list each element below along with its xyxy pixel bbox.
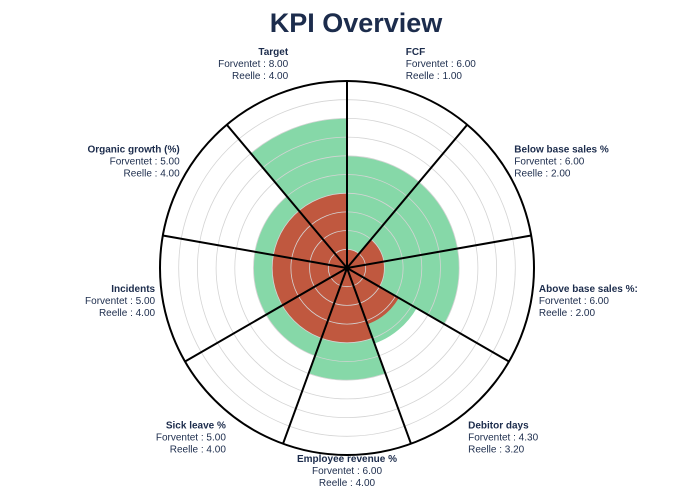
expected-value: Forventet : 5.00 (110, 157, 180, 168)
spoke (162, 234, 348, 269)
expected-value: Forventet : 6.00 (406, 59, 476, 70)
actual-value: Reelle : 1.00 (406, 71, 463, 82)
category-name: Employee revenue % (297, 454, 397, 465)
category-name: FCF (406, 47, 425, 58)
wedge-actual-above-base-sales (347, 261, 385, 287)
category-name: Debitor days (468, 421, 529, 432)
label-above-base-sales: Above base sales %:Forventet : 6.00Reell… (539, 284, 638, 319)
actual-value: Reelle : 4.00 (232, 71, 289, 82)
wedge-actual-below-base-sales (347, 239, 384, 268)
category-name: Target (258, 47, 288, 58)
category-name: Organic growth (%) (87, 145, 179, 156)
chart-title: KPI Overview (270, 8, 444, 38)
wedge-actual-debitor-days (347, 268, 399, 325)
outer-ring (159, 80, 535, 456)
wedge-expected-fcf (347, 155, 420, 268)
spoke (346, 124, 468, 269)
wedge-actual-organic-growth (273, 210, 347, 268)
category-name: Incidents (111, 284, 155, 295)
expected-value: Forventet : 6.00 (539, 296, 609, 307)
actual-value: Reelle : 4.00 (319, 478, 376, 489)
category-name: Above base sales %: (539, 284, 638, 295)
actual-value: Reelle : 4.00 (124, 169, 181, 180)
actual-value: Reelle : 4.00 (170, 445, 227, 456)
label-employee-revenue: Employee revenue %Forventet : 6.00Reelle… (297, 454, 397, 489)
expected-value: Forventet : 8.00 (218, 59, 288, 70)
spoke (282, 267, 348, 445)
category-name: Sick leave % (166, 421, 226, 432)
label-below-base-sales: Below base sales %Forventet : 6.00Reelle… (514, 145, 609, 180)
category-name: Below base sales % (514, 145, 609, 156)
expected-value: Forventet : 6.00 (312, 466, 382, 477)
wedge-actual-sick-leave (282, 268, 347, 339)
spoke (346, 234, 532, 269)
expected-value: Forventet : 6.00 (514, 157, 584, 168)
spoke (184, 267, 348, 363)
expected-value: Forventet : 5.00 (156, 433, 226, 444)
spoke (346, 267, 510, 363)
label-organic-growth: Organic growth (%)Forventet : 5.00Reelle… (87, 145, 180, 180)
expected-value: Forventet : 5.00 (85, 296, 155, 307)
spoke (226, 124, 348, 269)
actual-value: Reelle : 2.00 (539, 308, 596, 319)
wedge-actual-target (298, 193, 347, 268)
actual-value: Reelle : 3.20 (468, 445, 525, 456)
spoke (346, 267, 412, 445)
actual-value: Reelle : 4.00 (99, 308, 156, 319)
expected-value: Forventet : 4.30 (468, 433, 538, 444)
actual-value: Reelle : 2.00 (514, 169, 571, 180)
